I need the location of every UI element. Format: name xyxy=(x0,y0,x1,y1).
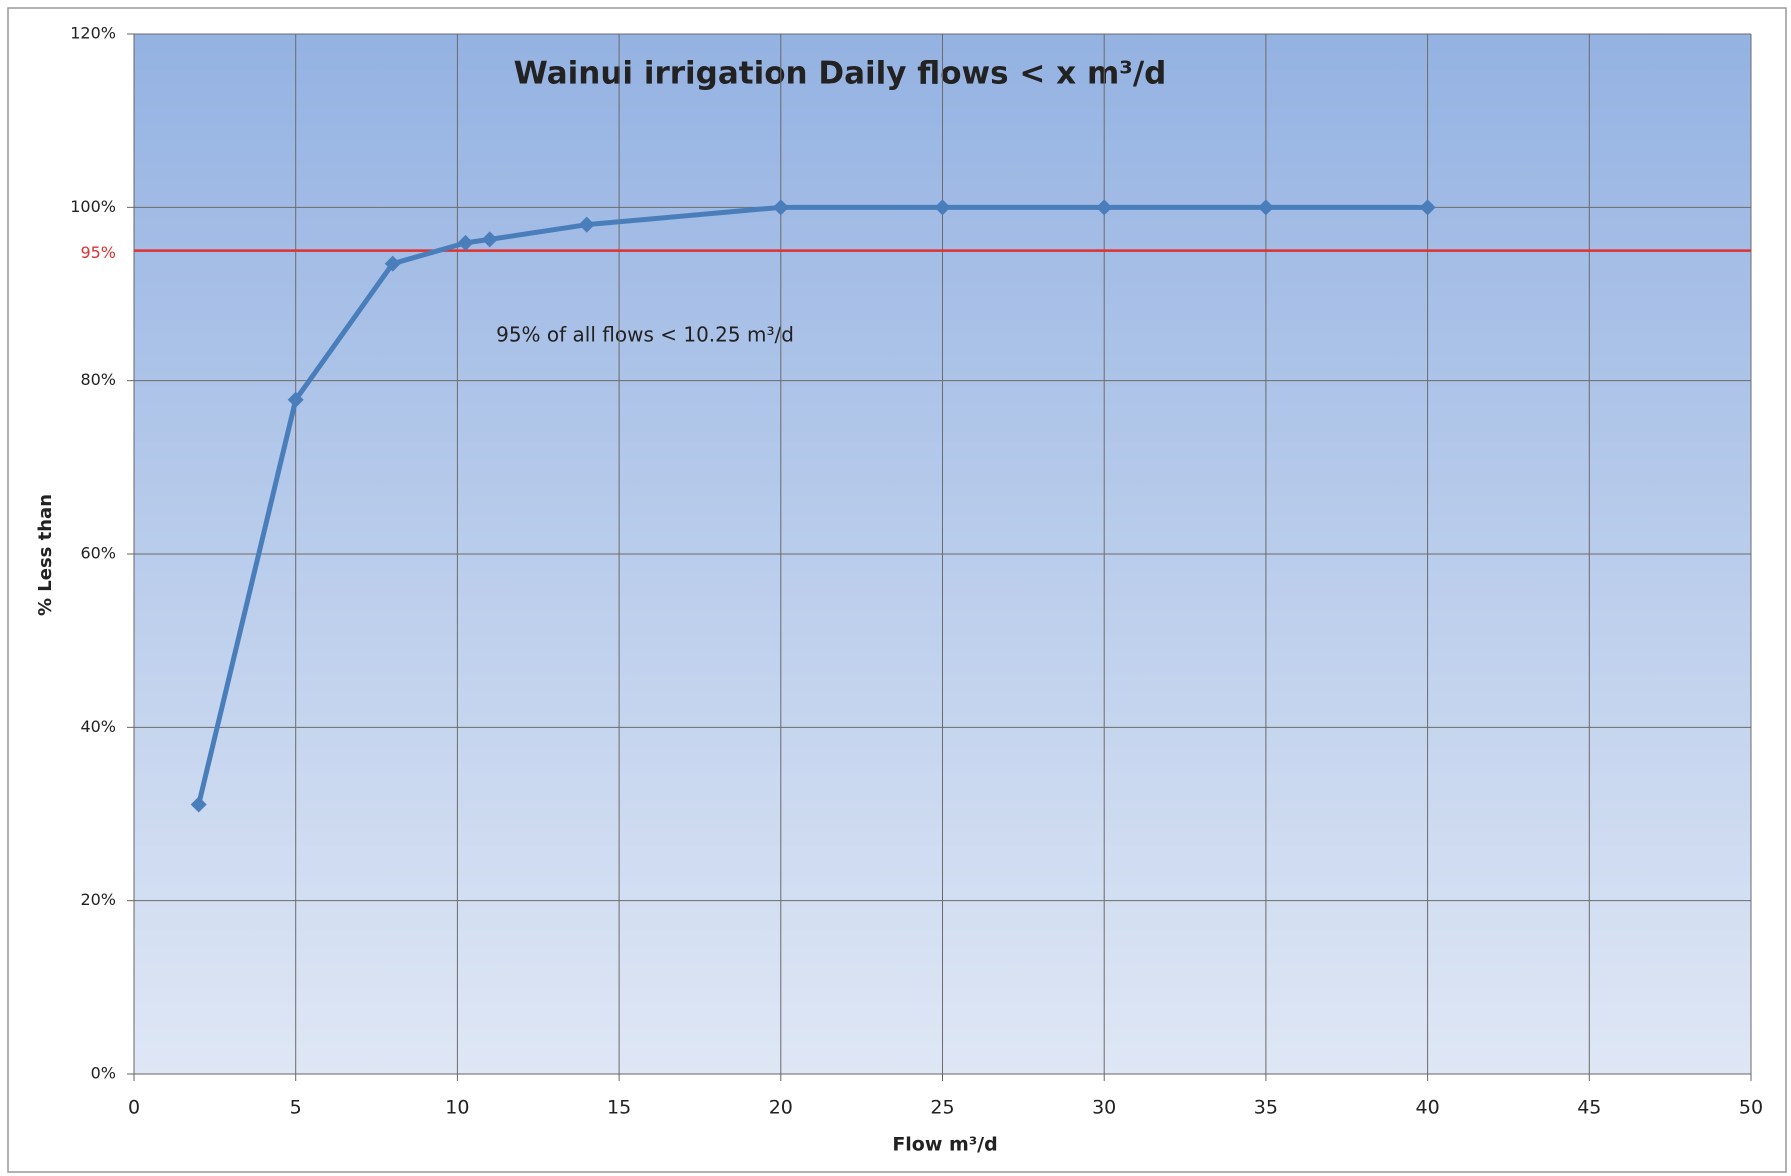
x-tick-label: 40 xyxy=(1416,1097,1440,1119)
x-tick-label: 50 xyxy=(1739,1097,1763,1119)
data-point xyxy=(934,199,951,216)
y-tick-label: 60% xyxy=(80,544,116,563)
y-tick-label: 120% xyxy=(70,24,116,43)
x-tick-label: 0 xyxy=(128,1097,140,1119)
data-point xyxy=(1096,199,1113,216)
x-tick-label: 10 xyxy=(445,1097,469,1119)
y-tick-label: 20% xyxy=(80,890,116,909)
data-point xyxy=(1419,199,1436,216)
x-tick-label: 30 xyxy=(1092,1097,1116,1119)
data-point xyxy=(190,796,207,813)
data-point xyxy=(772,199,789,216)
data-point xyxy=(287,391,304,408)
x-tick-label: 35 xyxy=(1254,1097,1278,1119)
y-tick-label: 0% xyxy=(91,1064,116,1083)
y-tick-label: 80% xyxy=(80,370,116,389)
data-point xyxy=(384,255,401,272)
x-tick-label: 15 xyxy=(607,1097,631,1119)
x-tick-label: 5 xyxy=(290,1097,302,1119)
x-axis-label: Flow m³/d xyxy=(892,1134,997,1156)
data-point xyxy=(481,231,498,248)
data-point xyxy=(1257,199,1274,216)
y-tick-label: 40% xyxy=(80,717,116,736)
reference-label: 95% xyxy=(80,243,116,262)
annotation: 95% of all flows < 10.25 m³/d xyxy=(496,323,794,347)
y-tick-label: 100% xyxy=(70,197,116,216)
chart-title: Wainui irrigation Daily flows < x m³/d xyxy=(514,56,1167,92)
data-point xyxy=(457,234,474,251)
x-tick-label: 25 xyxy=(930,1097,954,1119)
data-point xyxy=(578,216,595,233)
x-tick-label: 45 xyxy=(1577,1097,1601,1119)
y-axis-label: % Less than xyxy=(35,494,56,616)
x-tick-label: 20 xyxy=(769,1097,793,1119)
